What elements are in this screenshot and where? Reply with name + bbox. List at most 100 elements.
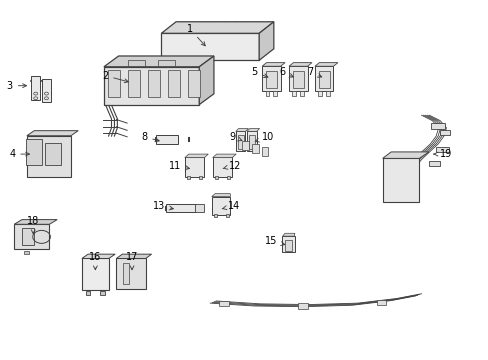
Bar xyxy=(226,176,229,179)
Polygon shape xyxy=(212,154,236,158)
Text: 6: 6 xyxy=(279,67,293,77)
Polygon shape xyxy=(184,154,208,158)
Polygon shape xyxy=(282,233,294,236)
Bar xyxy=(436,147,448,152)
Bar xyxy=(246,131,256,151)
Bar xyxy=(235,131,245,151)
Bar xyxy=(273,91,277,96)
Text: 1: 1 xyxy=(186,24,205,46)
Text: 9: 9 xyxy=(229,132,242,142)
Bar xyxy=(300,91,304,96)
Bar xyxy=(168,71,180,97)
Polygon shape xyxy=(103,56,214,67)
Bar xyxy=(187,176,190,179)
Text: 7: 7 xyxy=(307,67,321,77)
Polygon shape xyxy=(161,22,273,33)
Bar xyxy=(21,228,34,245)
Bar xyxy=(428,161,439,166)
Text: 14: 14 xyxy=(222,201,240,211)
Bar xyxy=(157,60,175,66)
Bar xyxy=(318,91,322,96)
Text: 2: 2 xyxy=(102,71,128,83)
Text: 5: 5 xyxy=(251,67,267,78)
Bar xyxy=(430,123,444,129)
Bar xyxy=(161,33,259,60)
Bar xyxy=(318,71,329,88)
Bar xyxy=(26,139,42,165)
Bar xyxy=(314,66,333,91)
Bar xyxy=(156,135,178,144)
Text: 11: 11 xyxy=(168,161,189,171)
Polygon shape xyxy=(259,22,273,60)
Text: 13: 13 xyxy=(152,201,173,211)
Bar xyxy=(261,147,268,156)
Text: 16: 16 xyxy=(89,252,102,270)
Bar xyxy=(128,60,145,66)
Bar xyxy=(237,135,243,149)
Bar xyxy=(188,71,200,97)
Text: 4: 4 xyxy=(9,149,29,159)
Bar xyxy=(242,141,248,150)
Bar xyxy=(103,67,199,104)
Bar xyxy=(325,91,329,96)
Bar xyxy=(298,303,307,309)
Polygon shape xyxy=(14,220,57,224)
Bar xyxy=(107,71,120,97)
Text: 8: 8 xyxy=(141,132,159,142)
Bar xyxy=(14,224,49,249)
Polygon shape xyxy=(82,254,115,258)
Polygon shape xyxy=(235,129,248,131)
Text: 17: 17 xyxy=(125,252,138,270)
Text: 3: 3 xyxy=(7,81,26,91)
Bar xyxy=(248,135,254,149)
Polygon shape xyxy=(314,63,337,66)
Bar xyxy=(439,130,449,135)
Polygon shape xyxy=(116,254,151,258)
Polygon shape xyxy=(199,56,214,104)
Bar xyxy=(184,157,204,177)
Bar xyxy=(45,143,61,165)
Bar xyxy=(282,236,294,252)
Bar xyxy=(376,300,386,305)
Bar xyxy=(251,144,258,153)
Bar xyxy=(31,76,40,100)
Bar xyxy=(215,176,218,179)
Bar xyxy=(199,176,202,179)
Bar xyxy=(265,91,269,96)
Bar xyxy=(100,291,105,295)
Bar xyxy=(211,197,230,215)
Polygon shape xyxy=(382,152,428,158)
Polygon shape xyxy=(246,129,259,131)
Bar xyxy=(166,204,195,212)
Bar xyxy=(213,214,216,217)
Bar xyxy=(123,263,129,284)
Polygon shape xyxy=(288,63,311,66)
Bar xyxy=(147,71,160,97)
Text: 15: 15 xyxy=(264,236,284,246)
Bar xyxy=(382,158,418,202)
Bar xyxy=(219,301,228,306)
Bar xyxy=(127,71,140,97)
Bar xyxy=(288,66,307,91)
Bar xyxy=(265,71,276,88)
Bar xyxy=(27,136,71,177)
Text: 10: 10 xyxy=(255,132,274,142)
Bar xyxy=(262,66,280,91)
Polygon shape xyxy=(262,63,285,66)
Bar xyxy=(195,204,203,212)
Bar xyxy=(24,251,29,254)
Polygon shape xyxy=(211,194,230,197)
Polygon shape xyxy=(27,131,78,136)
Bar xyxy=(212,157,232,177)
Bar xyxy=(292,71,303,88)
Bar xyxy=(82,258,108,290)
Bar xyxy=(292,91,296,96)
Bar xyxy=(85,291,90,295)
Text: 19: 19 xyxy=(433,149,451,159)
Text: 12: 12 xyxy=(223,161,241,171)
Text: 18: 18 xyxy=(27,216,40,234)
Bar xyxy=(116,258,145,289)
Bar xyxy=(225,214,228,217)
Bar xyxy=(284,240,291,251)
Bar xyxy=(42,79,51,102)
